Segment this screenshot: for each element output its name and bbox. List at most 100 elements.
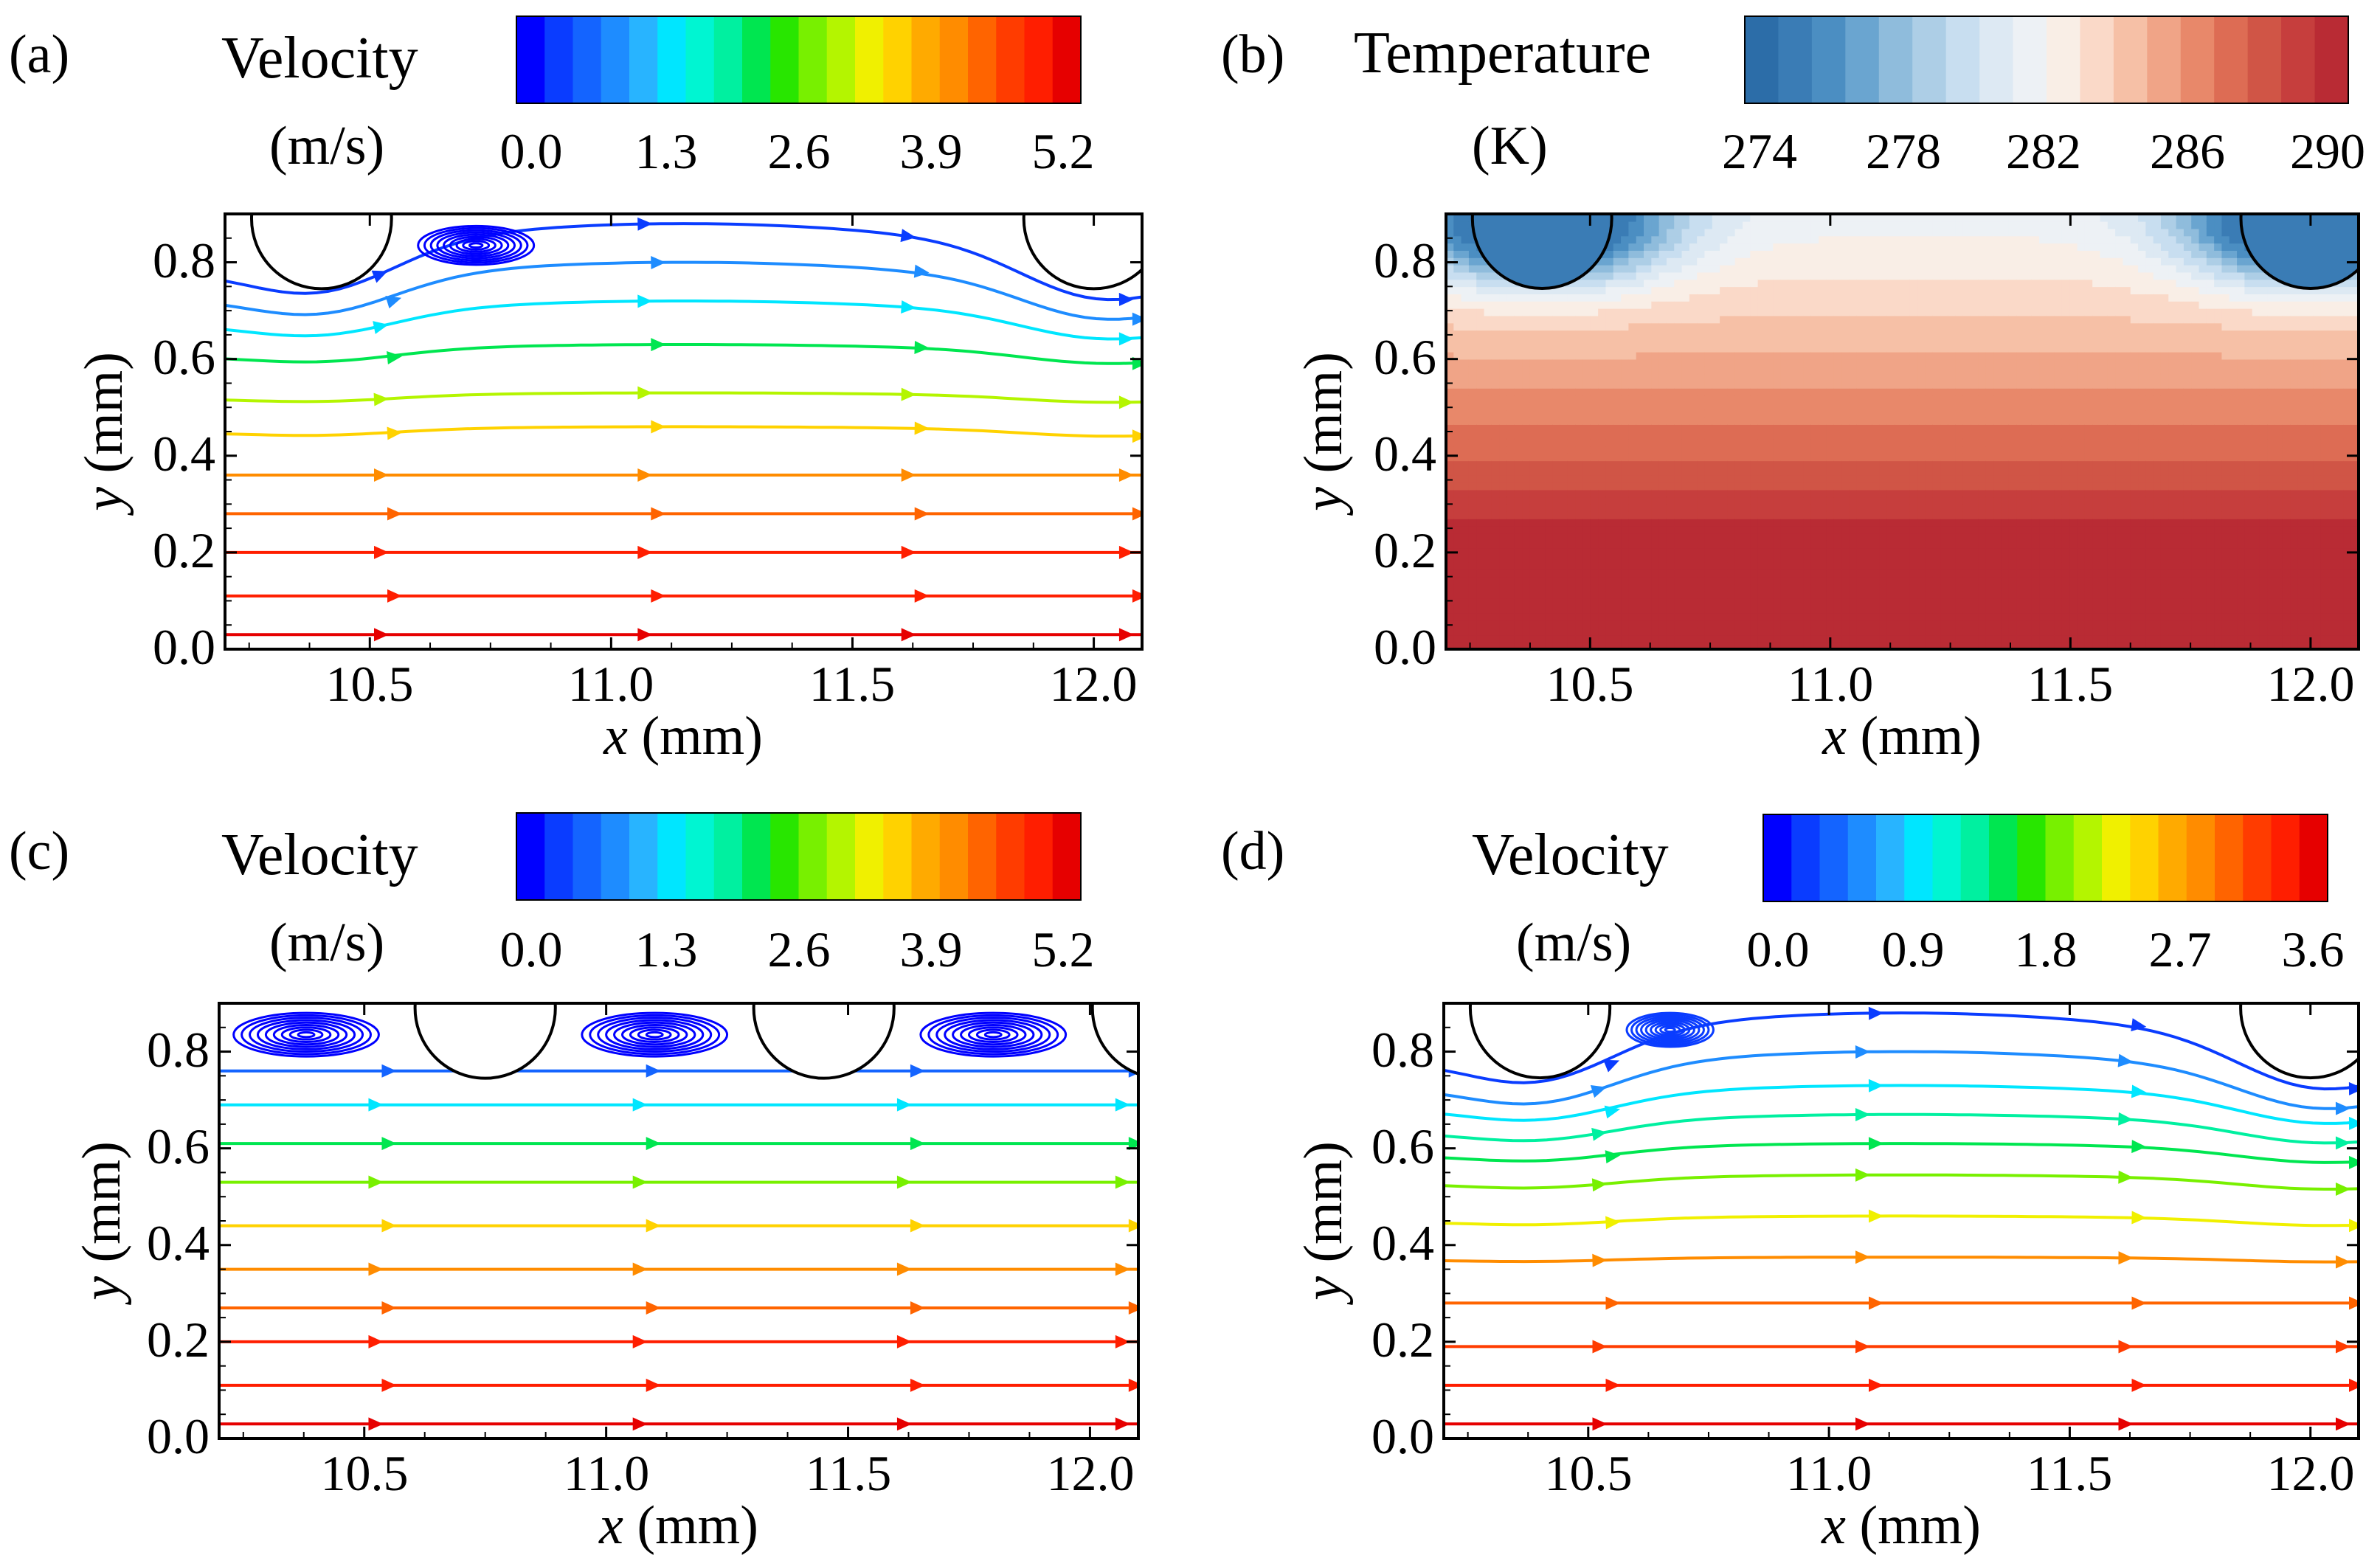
temperature-cell — [1552, 547, 1561, 555]
temperature-cell — [1962, 489, 1972, 498]
temperature-cell — [1856, 482, 1865, 491]
temperature-cell — [1803, 395, 1812, 404]
temperature-cell — [1780, 301, 1789, 309]
temperature-cell — [1902, 438, 1911, 447]
temperature-cell — [2001, 381, 2010, 389]
temperature-cell — [1849, 228, 1858, 237]
temperature-cell — [1819, 308, 1827, 316]
temperature-cell — [1765, 235, 1774, 244]
temperature-cell — [2024, 395, 2033, 404]
temperature-cell — [1453, 519, 1462, 527]
temperature-cell — [1819, 533, 1827, 541]
temperature-cell — [1925, 373, 1934, 381]
temperature-cell — [1582, 308, 1591, 316]
temperature-cell — [1613, 294, 1622, 302]
temperature-cell — [1704, 504, 1713, 512]
temperature-cell — [1925, 257, 1934, 266]
temperature-cell — [2001, 351, 2010, 360]
temperature-cell — [1955, 388, 1964, 396]
temperature-cell — [1917, 446, 1926, 454]
temperature-cell — [1940, 228, 1949, 237]
temperature-cell — [1743, 511, 1751, 519]
temperature-cell — [1613, 511, 1622, 519]
temperature-cell — [1605, 489, 1614, 498]
temperature-cell — [1658, 598, 1667, 606]
temperature-cell — [1971, 264, 1979, 273]
temperature-cell — [1681, 547, 1690, 555]
temperature-cell — [1628, 482, 1637, 491]
temperature-cell — [1940, 417, 1949, 425]
temperature-cell — [1727, 489, 1736, 498]
temperature-cell — [1499, 591, 1508, 599]
temperature-cell — [2031, 591, 2040, 599]
temperature-cell — [1985, 438, 1994, 447]
temperature-cell — [1886, 468, 1895, 476]
temperature-cell — [1826, 540, 1835, 549]
temperature-cell — [1499, 612, 1508, 621]
temperature-cell — [1849, 235, 1858, 244]
temperature-cell — [1666, 496, 1675, 505]
temperature-cell — [2039, 496, 2048, 505]
temperature-cell — [1621, 373, 1630, 381]
temperature-cell — [1453, 345, 1462, 353]
temperature-cell — [1962, 235, 1972, 244]
temperature-cell — [1628, 612, 1637, 621]
temperature-cell — [1971, 540, 1979, 549]
temperature-cell — [1902, 620, 1911, 629]
temperature-cell — [1886, 264, 1895, 273]
temperature-cell — [1628, 345, 1637, 353]
temperature-cell — [1537, 612, 1546, 621]
temperature-cell — [1567, 373, 1577, 381]
temperature-cell — [1598, 271, 1607, 280]
temperature-cell — [1537, 417, 1546, 425]
temperature-cell — [1864, 359, 1873, 367]
temperature-cell — [1446, 351, 1455, 360]
temperature-cell — [1522, 496, 1531, 505]
temperature-cell — [1598, 634, 1607, 643]
temperature-cell — [1780, 591, 1789, 599]
temperature-cell — [2039, 511, 2048, 519]
temperature-cell — [1658, 381, 1667, 389]
temperature-cell — [1674, 576, 1683, 585]
temperature-cell — [1613, 315, 1622, 324]
temperature-cell — [1727, 409, 1736, 418]
temperature-cell — [1484, 409, 1492, 418]
temperature-cell — [1720, 591, 1729, 599]
temperature-cell — [2024, 555, 2033, 563]
temperature-cell — [1644, 279, 1653, 288]
temperature-cell — [1734, 627, 1743, 636]
temperature-cell — [1484, 584, 1492, 592]
temperature-cell — [1522, 482, 1531, 491]
temperature-cell — [1810, 250, 1819, 258]
temperature-cell — [1750, 432, 1759, 440]
temperature-cell — [1971, 525, 1979, 534]
temperature-cell — [1689, 315, 1698, 324]
temperature-cell — [1750, 634, 1759, 643]
temperature-cell — [1925, 591, 1934, 599]
colorbar-swatch — [996, 16, 1025, 103]
temperature-cell — [1598, 598, 1607, 606]
temperature-cell — [1925, 279, 1934, 288]
temperature-cell — [1605, 409, 1614, 418]
temperature-cell — [2031, 562, 2040, 570]
plot-content — [225, 214, 1142, 642]
temperature-cell — [1484, 598, 1492, 606]
temperature-cell — [1955, 345, 1964, 353]
temperature-cell — [1757, 250, 1766, 258]
temperature-cell — [1575, 453, 1584, 462]
temperature-cell — [1552, 366, 1561, 375]
temperature-cell — [2008, 359, 2017, 367]
temperature-cell — [1833, 337, 1842, 345]
temperature-cell — [1864, 395, 1873, 404]
temperature-cell — [1560, 475, 1568, 483]
temperature-cell — [1605, 264, 1614, 273]
temperature-cell — [1940, 475, 1949, 483]
temperature-cell — [2031, 330, 2040, 338]
temperature-cell — [1856, 533, 1865, 541]
temperature-cell — [1446, 475, 1455, 483]
temperature-cell — [1780, 228, 1789, 237]
temperature-cell — [1644, 250, 1653, 258]
streamline-arrow — [637, 294, 653, 308]
temperature-cell — [1932, 446, 1941, 454]
temperature-cell — [1841, 221, 1850, 229]
